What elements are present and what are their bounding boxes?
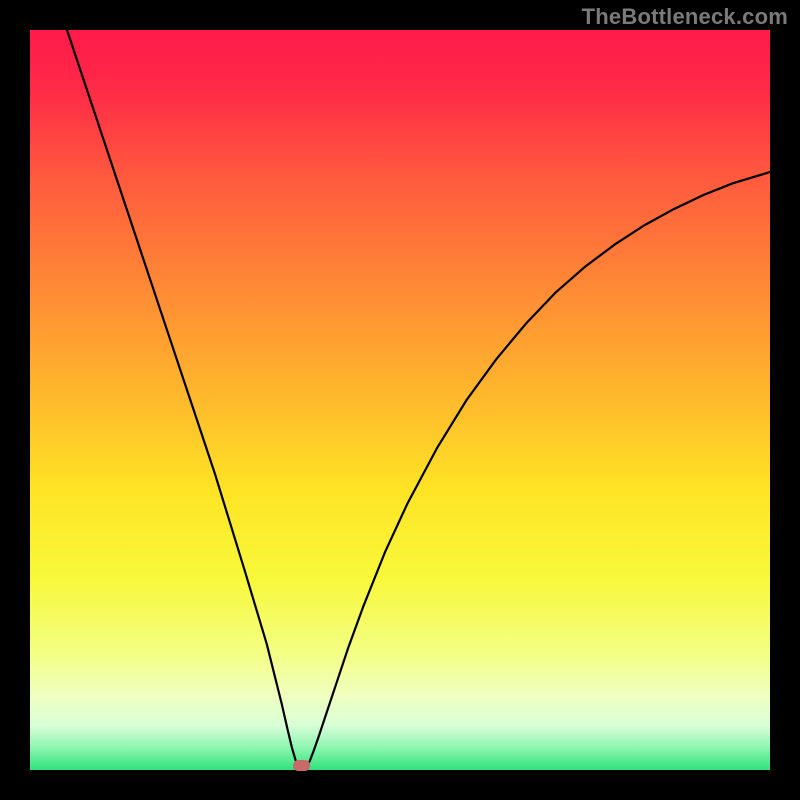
- optimum-marker: [293, 760, 310, 771]
- plot-background: [30, 30, 770, 770]
- watermark-text: TheBottleneck.com: [582, 4, 788, 30]
- bottleneck-chart: [0, 0, 800, 800]
- chart-container: [0, 0, 800, 800]
